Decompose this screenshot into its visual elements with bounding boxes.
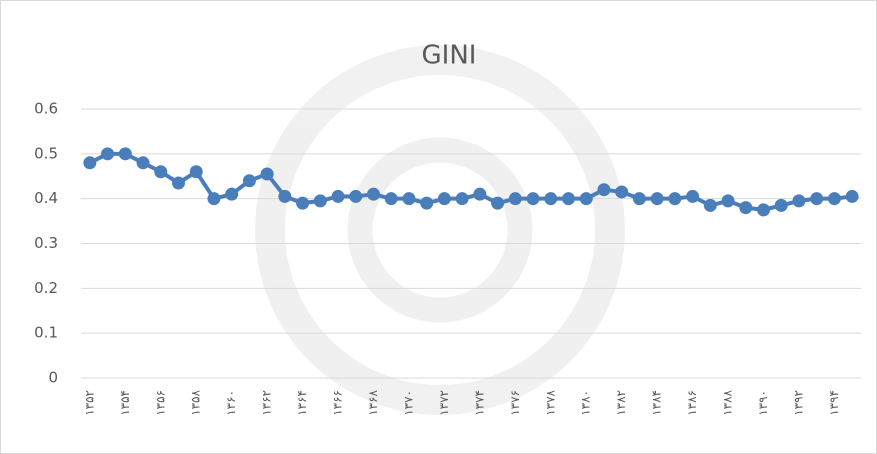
y-tick-label: 0.5 <box>34 144 58 162</box>
point <box>172 176 185 189</box>
point <box>278 190 291 203</box>
point <box>828 192 841 205</box>
point <box>527 192 540 205</box>
x-tick-label: ۱۳۸۲ <box>614 390 628 416</box>
point <box>686 190 699 203</box>
point <box>261 168 274 181</box>
point <box>509 192 522 205</box>
x-tick-label: ۱۳۷۴ <box>472 390 486 416</box>
point <box>651 192 664 205</box>
x-tick-label: ۱۳۷۶ <box>508 390 522 416</box>
point <box>154 165 167 178</box>
x-tick-label: ۱۳۸۰ <box>579 390 593 416</box>
x-tick-label: ۱۳۸۸ <box>721 389 735 415</box>
x-tick-label: ۱۳۵۶ <box>153 390 167 416</box>
x-tick-label: ۱۳۶۴ <box>295 390 309 416</box>
point <box>722 194 735 207</box>
y-tick-label: 0.1 <box>34 324 58 342</box>
point <box>367 188 380 201</box>
point <box>207 192 220 205</box>
point <box>438 192 451 205</box>
point <box>668 192 681 205</box>
point <box>349 190 362 203</box>
point <box>473 188 486 201</box>
x-tick-label: ۱۳۷۲ <box>437 390 451 416</box>
point <box>332 190 345 203</box>
chart: GINI 0 0.1 0.2 0.3 0.4 0.5 0.6 ۱۳۵۲ ۱۳۵۴ ۱۳۵۶ ۱۳۵۸… <box>0 0 877 454</box>
point <box>296 197 309 210</box>
x-tick-label: ۱۳۷۰ <box>401 390 415 416</box>
x-tick-label: ۱۳۶۸ <box>366 389 380 415</box>
x-tick-label: ۱۳۵۲ <box>82 390 96 416</box>
point <box>544 192 557 205</box>
y-tick-label: 0.6 <box>34 100 58 118</box>
x-tick-label: ۱۳۹۲ <box>791 390 805 416</box>
point <box>243 174 256 187</box>
x-tick-label: ۱۳۹۰ <box>756 390 770 416</box>
x-tick-label: ۱۳۵۴ <box>118 390 132 416</box>
point <box>757 203 770 216</box>
point <box>615 185 628 198</box>
point <box>385 192 398 205</box>
point <box>597 183 610 196</box>
x-tick-label: ۱۳۸۶ <box>685 390 699 416</box>
point <box>83 156 96 169</box>
point <box>456 192 469 205</box>
y-tick-label: 0.3 <box>34 234 58 252</box>
point <box>846 190 859 203</box>
y-tick-label: 0.4 <box>34 189 58 207</box>
x-tick-label: ۱۳۶۲ <box>260 390 274 416</box>
page: {"chart_data": {"type": "line", "title":… <box>0 0 877 454</box>
chart-title: GINI <box>422 41 477 71</box>
y-tick-label: 0 <box>48 369 58 387</box>
point <box>402 192 415 205</box>
x-tick-label: ۱۳۶۶ <box>331 390 345 416</box>
x-tick-label: ۱۳۷۸ <box>543 389 557 415</box>
point <box>633 192 646 205</box>
point <box>792 194 805 207</box>
point <box>810 192 823 205</box>
point <box>775 199 788 212</box>
point <box>704 199 717 212</box>
y-tick-label: 0.2 <box>34 279 58 297</box>
point <box>562 192 575 205</box>
x-tick-label: ۱۳۹۴ <box>827 390 841 416</box>
point <box>101 147 114 160</box>
point <box>420 197 433 210</box>
x-tick-label: ۱۳۸۴ <box>650 390 664 416</box>
point <box>190 165 203 178</box>
x-tick-label: ۱۳۵۸ <box>189 389 203 415</box>
point <box>225 188 238 201</box>
point <box>314 194 327 207</box>
point <box>580 192 593 205</box>
point <box>119 147 132 160</box>
point <box>491 197 504 210</box>
point <box>739 201 752 214</box>
point <box>137 156 150 169</box>
x-tick-label: ۱۳۶۰ <box>224 390 238 416</box>
